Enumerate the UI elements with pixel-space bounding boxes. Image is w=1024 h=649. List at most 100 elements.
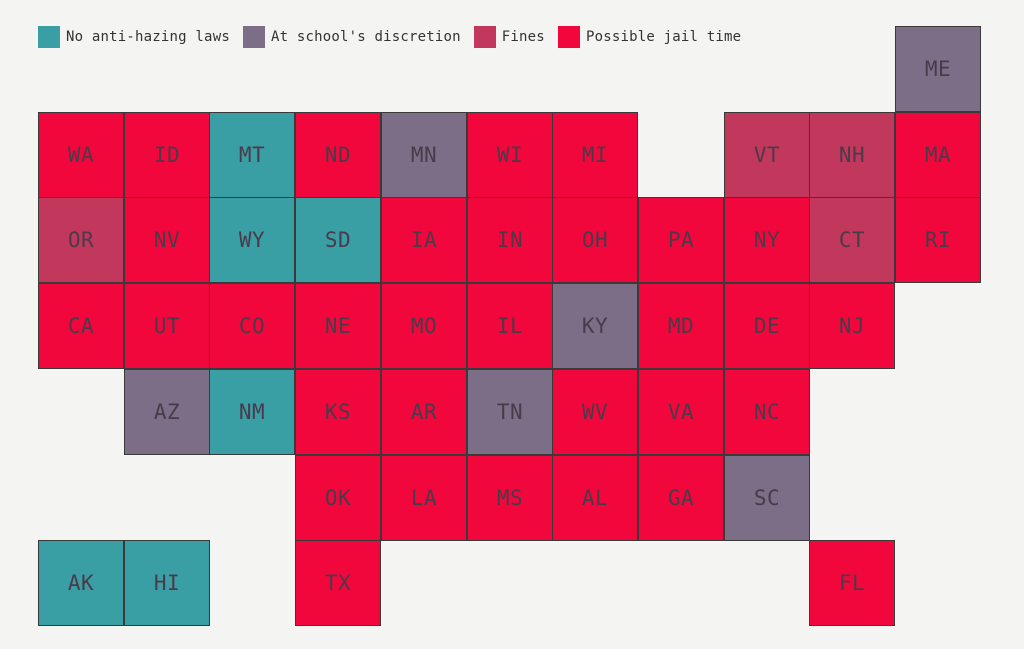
state-tile-mo: MO: [381, 283, 467, 369]
state-label: AK: [67, 571, 95, 595]
state-tile-ms: MS: [467, 455, 553, 541]
state-label: OH: [581, 228, 609, 252]
state-tile-ga: GA: [638, 455, 724, 541]
state-tile-ok: OK: [295, 455, 381, 541]
state-tile-hi: HI: [124, 540, 210, 626]
state-tile-or: OR: [38, 197, 124, 283]
state-tile-in: IN: [467, 197, 553, 283]
state-label: MA: [924, 143, 952, 167]
state-tile-il: IL: [467, 283, 553, 369]
state-tile-va: VA: [638, 369, 724, 455]
state-tile-oh: OH: [552, 197, 638, 283]
state-label: IN: [496, 228, 524, 252]
legend-label-school: At school's discretion: [270, 29, 461, 45]
state-label: VA: [667, 400, 695, 424]
state-tile-id: ID: [124, 112, 210, 198]
state-tile-wi: WI: [467, 112, 553, 198]
legend-label-none: No anti-hazing laws: [66, 29, 230, 45]
state-tile-nj: NJ: [809, 283, 895, 369]
state-label: NH: [838, 143, 866, 167]
state-tile-ks: KS: [295, 369, 381, 455]
state-tile-me: ME: [895, 26, 981, 112]
state-tile-nm: NM: [209, 369, 295, 455]
state-label: MD: [667, 314, 695, 338]
state-tile-pa: PA: [638, 197, 724, 283]
state-label: NM: [238, 400, 266, 424]
state-tile-la: LA: [381, 455, 467, 541]
state-tile-ca: CA: [38, 283, 124, 369]
state-label: GA: [667, 486, 695, 510]
legend-swatch-school: [242, 26, 265, 48]
state-label: NY: [753, 228, 781, 252]
state-label: ME: [924, 57, 952, 81]
state-label: LA: [410, 486, 438, 510]
legend-label-jail: Possible jail time: [585, 29, 742, 45]
state-tile-az: AZ: [124, 369, 210, 455]
legend-label-fines: Fines: [501, 29, 545, 45]
state-label: SD: [324, 228, 352, 252]
state-label: OK: [324, 486, 352, 510]
legend-item-none: No anti-hazing laws: [38, 26, 230, 48]
state-tile-fl: FL: [809, 540, 895, 626]
state-tile-al: AL: [552, 455, 638, 541]
state-label: TX: [324, 571, 352, 595]
state-label: RI: [924, 228, 952, 252]
state-tile-tx: TX: [295, 540, 381, 626]
state-label: IL: [496, 314, 524, 338]
state-tile-nv: NV: [124, 197, 210, 283]
state-label: WA: [67, 143, 95, 167]
state-label: VT: [753, 143, 781, 167]
state-tile-vt: VT: [724, 112, 810, 198]
state-label: NJ: [838, 314, 866, 338]
state-tile-ut: UT: [124, 283, 210, 369]
state-label: ID: [153, 143, 181, 167]
state-label: MT: [238, 143, 266, 167]
state-tile-wv: WV: [552, 369, 638, 455]
state-label: WV: [581, 400, 609, 424]
state-tile-ri: RI: [895, 197, 981, 283]
state-label: FL: [838, 571, 866, 595]
state-tile-sc: SC: [724, 455, 810, 541]
state-label: UT: [153, 314, 181, 338]
state-label: CO: [238, 314, 266, 338]
state-label: KS: [324, 400, 352, 424]
state-label: AL: [581, 486, 609, 510]
state-tile-mi: MI: [552, 112, 638, 198]
legend-swatch-none: [38, 26, 60, 48]
state-label: NC: [753, 400, 781, 424]
state-label: KY: [581, 314, 609, 338]
state-tile-wy: WY: [209, 197, 295, 283]
state-label: DE: [753, 314, 781, 338]
state-tile-tn: TN: [467, 369, 553, 455]
state-label: MO: [410, 314, 438, 338]
state-tile-mt: MT: [209, 112, 295, 198]
state-label: NV: [153, 228, 181, 252]
legend-swatch-jail: [557, 26, 580, 48]
state-tile-ia: IA: [381, 197, 467, 283]
state-label: MI: [581, 143, 609, 167]
state-tile-md: MD: [638, 283, 724, 369]
state-label: MS: [496, 486, 524, 510]
state-label: HI: [153, 571, 181, 595]
state-tile-nc: NC: [724, 369, 810, 455]
state-label: MN: [410, 143, 438, 167]
state-label: NE: [324, 314, 352, 338]
state-label: CT: [838, 228, 866, 252]
state-label: PA: [667, 228, 695, 252]
legend-item-jail: Possible jail time: [557, 26, 742, 48]
state-tile-ny: NY: [724, 197, 810, 283]
legend-item-school: At school's discretion: [242, 26, 461, 48]
legend: No anti-hazing laws At school's discretio…: [38, 26, 754, 48]
state-label: TN: [496, 400, 524, 424]
state-label: IA: [410, 228, 438, 252]
state-tile-mn: MN: [381, 112, 467, 198]
state-label: ND: [324, 143, 352, 167]
state-tile-ct: CT: [809, 197, 895, 283]
state-tile-ky: KY: [552, 283, 638, 369]
state-tile-wa: WA: [38, 112, 124, 198]
state-tile-ak: AK: [38, 540, 124, 626]
state-label: WI: [496, 143, 524, 167]
state-label: AZ: [153, 400, 181, 424]
state-label: SC: [753, 486, 781, 510]
